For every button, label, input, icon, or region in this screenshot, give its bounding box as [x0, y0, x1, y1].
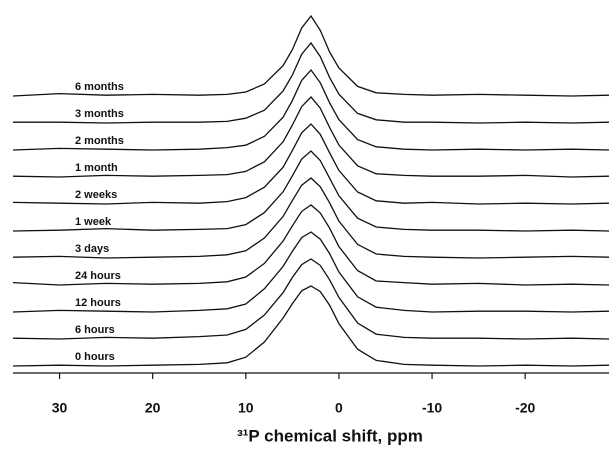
series-label: 6 months — [75, 81, 124, 93]
spectrum — [12, 177, 609, 259]
spectrum — [12, 123, 609, 205]
series-label: 6 hours — [75, 324, 115, 336]
spectrum — [12, 204, 609, 286]
x-tick-label: -10 — [422, 400, 442, 416]
spectrum — [12, 150, 609, 232]
series-label: 0 hours — [75, 351, 115, 363]
x-tick-label: 30 — [52, 400, 68, 416]
spectrum — [12, 231, 609, 313]
x-tick-label: -20 — [515, 400, 535, 416]
spectrum — [12, 96, 609, 178]
spectrum — [12, 14, 609, 97]
spectrum — [12, 258, 609, 340]
series-label: 12 hours — [75, 297, 121, 309]
series-label: 24 hours — [75, 270, 121, 282]
series-label: 2 months — [75, 135, 124, 147]
spectrum — [12, 285, 609, 367]
series-label: 1 week — [75, 216, 112, 228]
x-tick-label: 10 — [238, 400, 254, 416]
x-axis-title: ³¹P chemical shift, ppm — [237, 426, 423, 445]
spectrum — [13, 41, 609, 124]
series-label: 1 month — [75, 162, 118, 174]
x-tick-label: 20 — [145, 400, 161, 416]
spectrum — [12, 68, 609, 151]
series-label: 3 months — [75, 108, 124, 120]
x-tick-label: 0 — [335, 400, 343, 416]
series-label: 2 weeks — [75, 189, 117, 201]
series-label: 3 days — [75, 243, 109, 255]
